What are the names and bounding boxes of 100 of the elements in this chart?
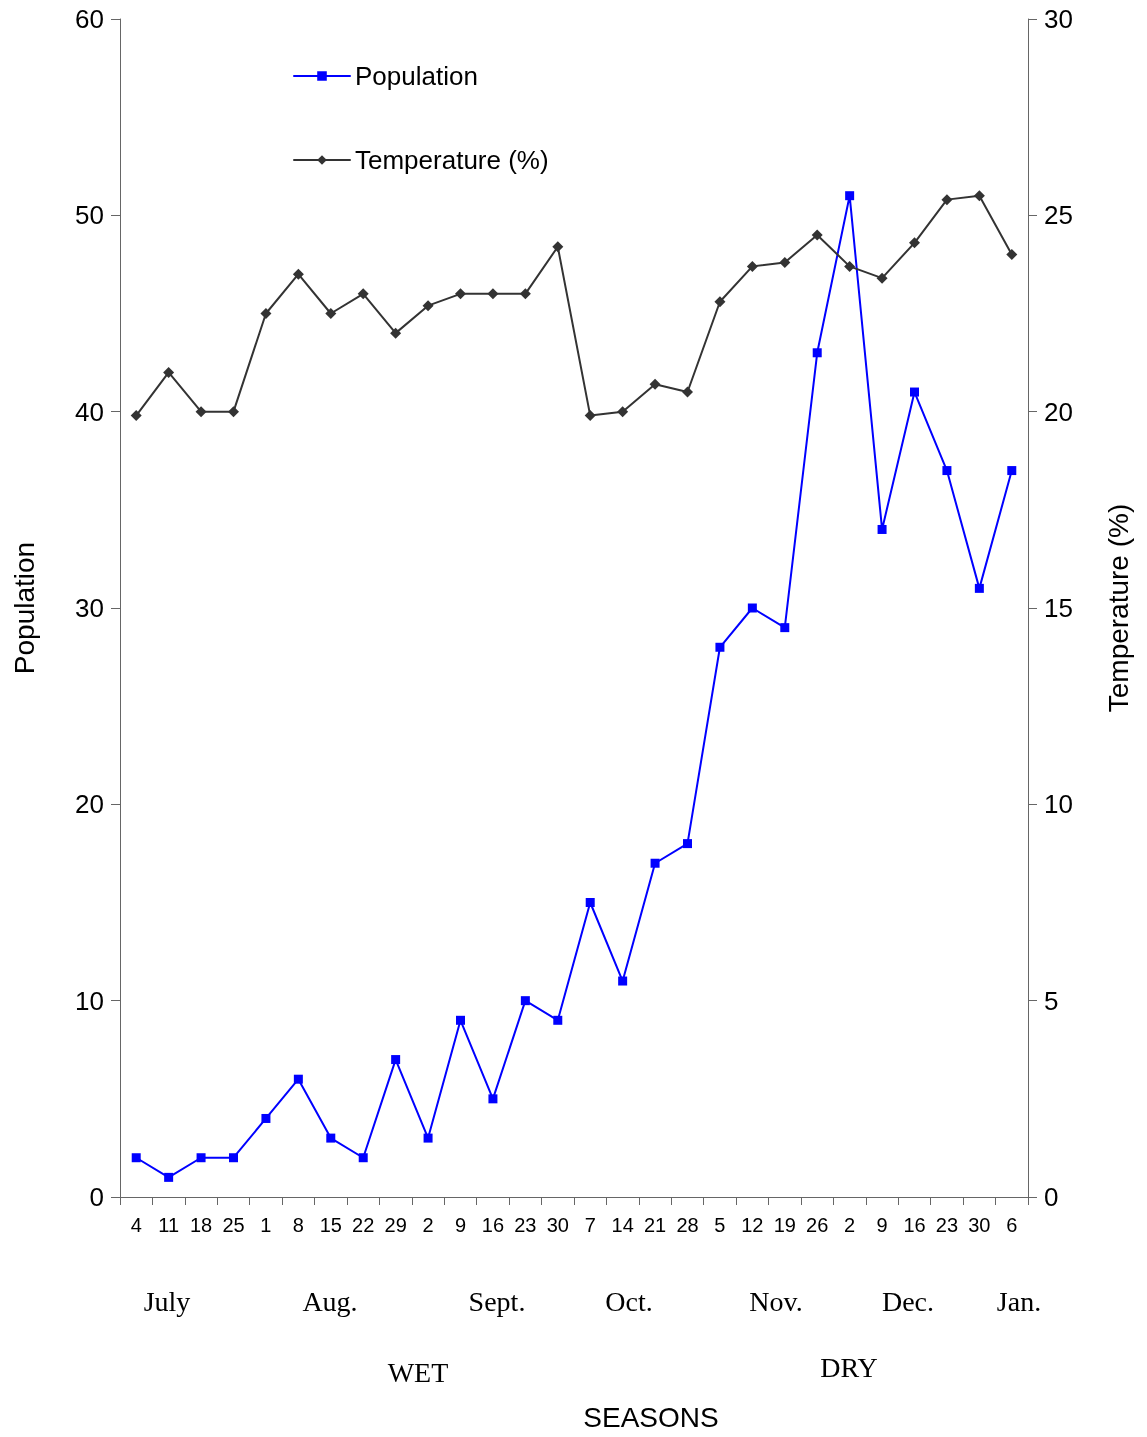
x-tick-label: 8 — [292, 1214, 304, 1236]
point — [941, 194, 953, 206]
point — [910, 387, 919, 397]
y2-axis-title: Temperature (%) — [1102, 503, 1134, 713]
x-tick-label: 11 — [158, 1214, 180, 1236]
x-tick-label: 25 — [222, 1214, 245, 1236]
x-tick-label: 2 — [422, 1214, 434, 1236]
y2-tick-label: 5 — [1044, 985, 1059, 1016]
point — [811, 229, 823, 241]
point — [195, 406, 207, 418]
x-tick-label: 18 — [189, 1214, 213, 1236]
point — [229, 1153, 238, 1163]
text: Jan. — [996, 1285, 1042, 1317]
y-axis-title: Population — [8, 541, 40, 675]
x-tick-label: 2 — [844, 1214, 856, 1236]
text: Aug. — [302, 1285, 358, 1317]
point — [390, 327, 402, 339]
point — [974, 583, 984, 593]
text: Oct. — [605, 1285, 653, 1317]
point — [552, 241, 564, 253]
point — [292, 268, 304, 280]
point — [1007, 466, 1017, 476]
point — [845, 191, 855, 201]
point — [1006, 249, 1018, 261]
x-tick-label: 21 — [643, 1214, 667, 1236]
point — [422, 300, 434, 312]
point — [423, 1133, 433, 1143]
x-tick-label: 30 — [968, 1214, 991, 1236]
point — [456, 1015, 465, 1025]
point — [164, 1172, 174, 1182]
point — [130, 410, 142, 422]
point — [746, 260, 758, 272]
x-tick-label: 29 — [384, 1214, 407, 1236]
point — [942, 466, 952, 476]
x-tick-label: 23 — [935, 1214, 959, 1236]
point — [553, 1015, 563, 1025]
point — [326, 1133, 336, 1143]
x-tick-label: 9 — [454, 1214, 467, 1236]
x-tick-label: 14 — [611, 1214, 634, 1236]
point — [844, 260, 856, 272]
point — [196, 1153, 206, 1163]
point — [325, 308, 337, 319]
y-tick-label: 30 — [75, 593, 104, 623]
x-tick-label: 7 — [584, 1214, 596, 1236]
x-tick-label: 4 — [130, 1214, 142, 1236]
point — [487, 288, 499, 300]
y-tick-label: 10 — [75, 985, 104, 1016]
x-tick-label: 15 — [319, 1214, 342, 1236]
y2-tick-label: 0 — [1044, 1182, 1059, 1212]
x-tick-label: 28 — [676, 1214, 699, 1236]
text: July — [143, 1285, 191, 1317]
point — [228, 406, 239, 418]
x-tick-label: 16 — [903, 1214, 926, 1236]
legend-label: Temperature (%) — [355, 145, 549, 175]
y-tick-label: 60 — [75, 4, 104, 34]
point — [973, 190, 985, 202]
point — [617, 406, 629, 418]
point — [293, 1074, 303, 1084]
point — [683, 839, 692, 849]
x-tick-label: 22 — [352, 1214, 375, 1236]
point — [391, 1055, 401, 1065]
point — [876, 272, 888, 284]
x-tick-label: 23 — [514, 1214, 537, 1236]
x-tick-label: 12 — [741, 1214, 764, 1236]
x-tick-label: 9 — [876, 1214, 888, 1236]
text: SEASONS — [583, 1401, 719, 1433]
point — [714, 296, 726, 308]
point — [780, 623, 790, 633]
point — [812, 348, 822, 358]
x-tick-label: 19 — [773, 1214, 796, 1236]
x-tick-label: 26 — [806, 1214, 829, 1236]
y-tick-label: 50 — [75, 200, 104, 231]
y2-tick-label: 25 — [1044, 200, 1073, 231]
y2-tick-label: 10 — [1044, 789, 1073, 820]
point — [488, 1094, 498, 1104]
point — [584, 410, 596, 422]
point — [520, 996, 530, 1006]
point — [455, 288, 466, 300]
point — [779, 256, 791, 268]
point — [909, 237, 920, 249]
x-tick-label: 6 — [1006, 1214, 1018, 1236]
text: WET — [387, 1356, 449, 1388]
y2-tick-label: 20 — [1044, 396, 1073, 427]
point — [131, 1153, 141, 1163]
x-tick-label: 30 — [546, 1214, 569, 1236]
point — [585, 898, 595, 907]
point — [747, 603, 757, 613]
point — [357, 288, 369, 300]
x-tick-label: 16 — [481, 1214, 505, 1236]
point — [715, 642, 725, 652]
point — [682, 386, 693, 398]
legend-label: Population — [355, 61, 478, 91]
y-tick-label: 20 — [75, 789, 104, 820]
point — [261, 1113, 271, 1123]
text: Nov. — [749, 1285, 803, 1317]
point — [877, 524, 887, 534]
x-tick-label: 1 — [260, 1214, 272, 1236]
point — [260, 308, 272, 319]
y2-tick-label: 30 — [1044, 4, 1073, 34]
y-tick-label: 40 — [75, 396, 104, 427]
